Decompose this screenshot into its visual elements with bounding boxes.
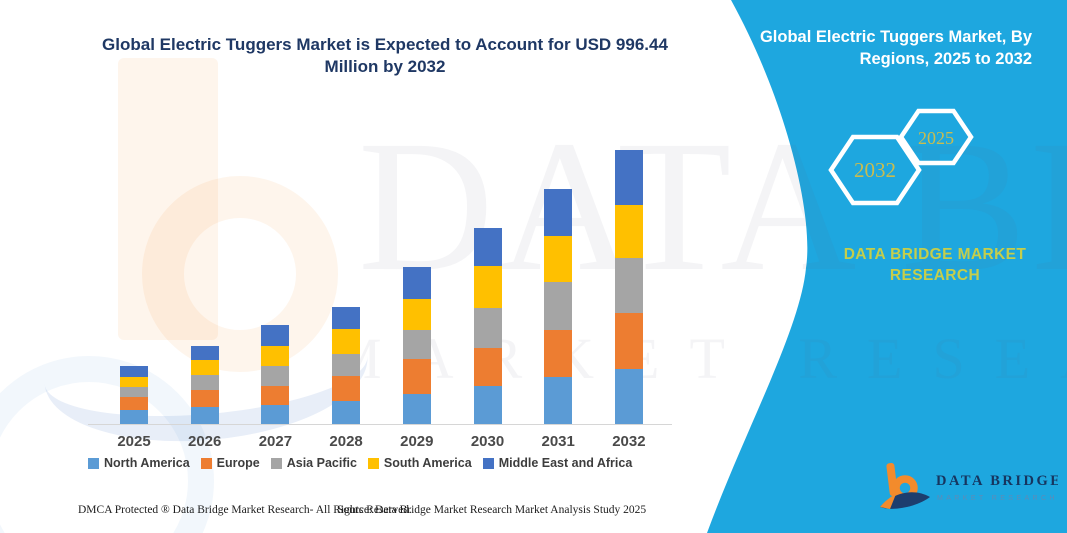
bar-segment-2029-north-america [402,394,431,424]
chart-legend: North America Europe Asia Pacific South Ame… [88,456,672,470]
bar-segment-2028-europe [332,375,361,401]
bar-2032 [614,150,643,424]
bar-segment-2029-asia-pacific [402,330,431,360]
legend-swatch-icon [200,457,212,469]
bar-segment-2027-asia-pacific [261,366,290,387]
footer-source-text: Source: Data Bridge Market Research Mark… [337,504,647,516]
bar-segment-2030-south-america [473,266,502,309]
bar-segment-2030-middle-east-and-africa [473,228,502,267]
chart-plot [88,150,668,424]
legend-label: Asia Pacific [286,456,357,470]
x-axis-label-2027: 2027 [258,433,293,450]
bar-segment-2031-asia-pacific [544,281,573,330]
bar-segment-2029-europe [402,359,431,395]
bar-2031 [544,188,573,424]
chart-title: Global Electric Tuggers Market is Expect… [102,35,668,77]
legend-swatch-icon [270,457,282,469]
x-axis-label-2030: 2030 [470,433,505,450]
side-panel-shape [707,0,1067,533]
bar-2027 [261,325,290,424]
bar-segment-2025-north-america [120,409,148,424]
legend-item-middle-east-and-africa: Middle East and Africa [482,456,633,470]
bar-2026 [190,345,219,424]
bar-segment-2026-middle-east-and-africa [190,345,219,360]
data-bridge-logo: DATA BRIDGE MARKET RESEARCH [878,458,1060,520]
legend-label: North America [104,456,190,470]
x-axis-label-2029: 2029 [400,433,434,450]
bar-segment-2025-europe [120,397,148,410]
bar-segment-2031-europe [544,329,573,377]
bar-segment-2027-middle-east-and-africa [261,325,290,346]
logo-subtitle-text: MARKET RESEARCH [937,495,1058,502]
legend-item-europe: Europe [200,456,260,470]
hexagon-2025-label: 2025 [918,128,954,148]
bar-2029 [402,267,431,424]
brand-text: DATA BRIDGE MARKET RESEARCH [843,246,1027,284]
bar-segment-2032-middle-east-and-africa [614,150,643,205]
bar-segment-2028-north-america [332,400,361,424]
x-axis-label-2032: 2032 [612,433,646,450]
bar-segment-2028-asia-pacific [332,353,361,376]
bar-segment-2032-europe [614,312,643,370]
bar-2030 [473,228,502,424]
x-axis-label-2025: 2025 [117,433,151,450]
hexagon-years-graphic: 2032 2025 [828,108,974,206]
side-panel-title: Global Electric Tuggers Market, By Regio… [759,28,1032,69]
legend-swatch-icon [88,457,99,469]
x-axis-label-2028: 2028 [329,433,363,450]
hexagon-2032-label: 2032 [854,158,896,182]
data-bridge-logo-graphic: DATA BRIDGE MARKET RESEARCH [880,462,1060,509]
bar-segment-2030-asia-pacific [473,308,502,349]
legend-label: Middle East and Africa [498,456,633,470]
bar-segment-2031-south-america [544,235,573,282]
legend-label: Europe [216,456,260,470]
bar-segment-2032-north-america [614,369,643,424]
legend-item-asia-pacific: Asia Pacific [270,456,357,470]
bar-segment-2025-south-america [120,377,148,388]
bar-segment-2025-middle-east-and-africa [120,366,148,378]
bar-segment-2026-south-america [190,359,219,375]
bar-segment-2027-europe [261,386,290,406]
bar-segment-2028-middle-east-and-africa [332,306,361,329]
bar-segment-2029-south-america [402,299,431,331]
hexagon-2025 [898,108,974,166]
legend-swatch-icon [367,457,379,469]
x-axis-label-2031: 2031 [541,433,575,450]
bar-segment-2030-europe [473,348,502,387]
bar-segment-2029-middle-east-and-africa [402,267,431,300]
bar-segment-2025-asia-pacific [120,387,148,398]
legend-item-north-america: North America [88,456,190,470]
bar-segment-2027-south-america [261,345,290,366]
bar-segment-2028-south-america [332,328,361,354]
logo-b-icon [880,462,930,509]
bar-segment-2032-south-america [614,204,643,258]
legend-swatch-icon [482,457,494,469]
legend-label: South America [383,456,472,470]
bar-2025 [120,366,148,424]
x-axis-label-2026: 2026 [188,433,222,450]
logo-name-text: DATA BRIDGE [936,473,1058,489]
bar-segment-2030-north-america [473,386,502,424]
bar-segment-2026-europe [190,389,219,407]
bar-segment-2026-north-america [190,406,219,424]
x-axis-labels: 2025 2026 2027 2028 2029 2030 2031 2032 [88,433,672,451]
x-axis-line [88,424,672,425]
bar-segment-2026-asia-pacific [190,374,219,390]
legend-item-south-america: South America [367,456,472,470]
bar-segment-2031-north-america [544,376,573,424]
hexagon-2032 [828,134,922,206]
bar-segment-2031-middle-east-and-africa [544,188,573,236]
bar-segment-2027-north-america [261,405,290,424]
footer-dmca-text: DMCA Protected ® Data Bridge Market Rese… [78,504,412,516]
bar-segment-2032-asia-pacific [614,257,643,313]
bar-2028 [332,306,361,424]
